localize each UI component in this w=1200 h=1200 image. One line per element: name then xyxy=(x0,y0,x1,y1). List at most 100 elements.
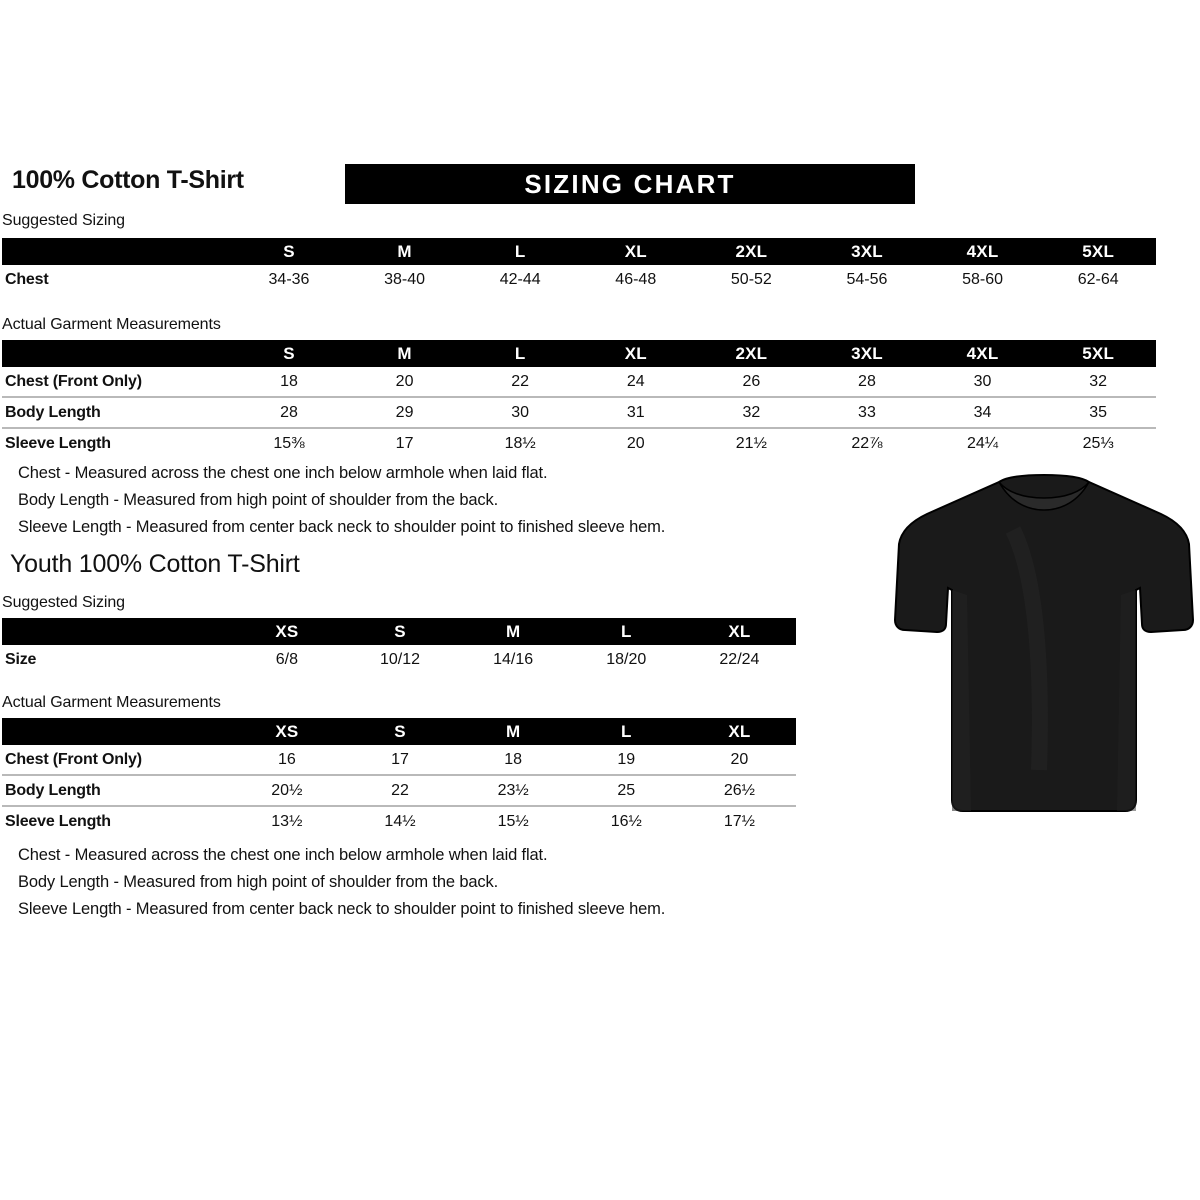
table-cell: 17 xyxy=(391,750,409,768)
table-cell: 14/16 xyxy=(493,650,534,668)
adult-actual-table: S M L XL 2XL 3XL 4XL 5XL Chest (Front On… xyxy=(2,340,1156,458)
youth-section-title: Youth 100% Cotton T-Shirt xyxy=(10,550,300,578)
column-header: S xyxy=(283,343,295,363)
table-cell: 26½ xyxy=(682,774,796,806)
note-line: Sleeve Length - Measured from center bac… xyxy=(18,518,666,536)
adult-measurement-notes: Chest - Measured across the chest one in… xyxy=(18,460,665,541)
table-header-row: XS S M L XL xyxy=(2,618,796,645)
column-header: L xyxy=(514,241,526,261)
table-cell: 20½ xyxy=(230,774,344,806)
table-cell: 21½ xyxy=(693,427,810,458)
column-header: XL xyxy=(624,343,647,363)
table-cell: 26 xyxy=(742,372,761,390)
sizing-chart-banner: SIZING CHART xyxy=(345,164,915,204)
column-header: 2XL xyxy=(735,343,768,363)
column-header-corner xyxy=(2,618,230,645)
table-cell: 16 xyxy=(277,750,296,768)
table-row: Body Length 20½ 22 23½ 25 26½ xyxy=(2,774,796,806)
row-label: Body Length xyxy=(2,774,231,806)
note-line: Body Length - Measured from high point o… xyxy=(18,491,499,509)
row-label: Size xyxy=(5,650,37,668)
table-header-row: XS S M L XL xyxy=(2,718,796,745)
column-header: XL xyxy=(624,241,647,261)
youth-suggested-table: XS S M L XL Size 6/8 10/12 14/16 18/20 2… xyxy=(2,618,796,674)
table-cell: 25⅓ xyxy=(1040,427,1156,458)
column-header: XL xyxy=(728,621,751,641)
table-cell: 20 xyxy=(577,427,694,458)
table-cell: 50-52 xyxy=(730,270,772,288)
table-cell: 22 xyxy=(343,774,457,806)
note-line: Body Length - Measured from high point o… xyxy=(18,873,499,891)
column-header-corner xyxy=(2,340,231,367)
table-cell: 30 xyxy=(462,396,578,428)
table-cell: 18/20 xyxy=(606,650,647,668)
table-cell: 25 xyxy=(569,774,683,806)
column-header: M xyxy=(397,343,412,363)
column-header: M xyxy=(505,721,521,741)
adult-suggested-table: S M L XL 2XL 3XL 4XL 5XL Chest 34-36 38-… xyxy=(2,238,1156,294)
column-header-corner xyxy=(2,238,231,265)
column-header: 5XL xyxy=(1082,241,1115,261)
table-header-row: S M L XL 2XL 3XL 4XL 5XL xyxy=(2,238,1156,265)
table-cell: 34-36 xyxy=(268,270,310,288)
table-row: Body Length 28 29 30 31 32 33 34 35 xyxy=(2,396,1156,428)
note-line: Chest - Measured across the chest one in… xyxy=(18,464,548,482)
row-label: Chest xyxy=(5,270,49,288)
column-header: XS xyxy=(275,721,299,741)
table-cell: 24 xyxy=(626,372,645,390)
adult-suggested-label: Suggested Sizing xyxy=(2,212,125,229)
note-line: Sleeve Length - Measured from center bac… xyxy=(18,900,666,918)
table-cell: 34 xyxy=(924,396,1041,428)
column-header: M xyxy=(505,621,521,641)
table-cell: 31 xyxy=(577,396,694,428)
row-label: Sleeve Length xyxy=(2,427,232,458)
table-cell: 58-60 xyxy=(962,270,1003,288)
table-cell: 54-56 xyxy=(846,270,888,288)
note-line: Chest - Measured across the chest one in… xyxy=(18,846,548,864)
table-cell: 32 xyxy=(693,396,810,428)
column-header: 5XL xyxy=(1082,343,1115,363)
table-row: Chest (Front Only) 16 17 18 19 20 xyxy=(2,745,796,775)
table-row: Chest 34-36 38-40 42-44 46-48 50-52 54-5… xyxy=(2,265,1156,294)
table-cell: 6/8 xyxy=(275,650,298,668)
column-header: S xyxy=(394,621,406,641)
table-header-row: S M L XL 2XL 3XL 4XL 5XL xyxy=(2,340,1156,367)
youth-measurement-notes: Chest - Measured across the chest one in… xyxy=(18,842,665,923)
table-cell: 22 xyxy=(511,372,530,390)
table-cell: 20 xyxy=(395,372,414,390)
table-cell: 17½ xyxy=(682,805,796,836)
table-row: Chest (Front Only) 18 20 22 24 26 28 30 … xyxy=(2,367,1156,397)
table-cell: 23½ xyxy=(456,774,570,806)
column-header: 3XL xyxy=(851,343,883,363)
table-cell: 19 xyxy=(617,750,636,768)
table-cell: 15⅜ xyxy=(231,427,347,458)
youth-actual-table: XS S M L XL Chest (Front Only) 16 17 18 … xyxy=(2,718,796,836)
table-row: Sleeve Length 13½ 14½ 15½ 16½ 17½ xyxy=(2,805,796,836)
column-header: L xyxy=(620,621,632,641)
tshirt-illustration xyxy=(893,470,1195,815)
table-cell: 18 xyxy=(280,372,298,390)
table-cell: 38-40 xyxy=(384,270,426,288)
table-cell: 28 xyxy=(231,396,347,428)
table-cell: 17 xyxy=(346,427,463,458)
adult-section-title: 100% Cotton T-Shirt xyxy=(12,166,244,194)
table-cell: 32 xyxy=(1089,372,1108,390)
youth-actual-label: Actual Garment Measurements xyxy=(2,694,221,711)
table-cell: 42-44 xyxy=(499,270,541,288)
table-row: Sleeve Length 15⅜ 17 18½ 20 21½ 22⅞ 24¼ … xyxy=(2,427,1156,458)
column-header: S xyxy=(283,241,295,261)
column-header: L xyxy=(514,343,526,363)
row-label: Chest (Front Only) xyxy=(5,750,142,768)
table-cell: 10/12 xyxy=(379,650,421,668)
table-cell: 16½ xyxy=(569,805,683,836)
row-label: Sleeve Length xyxy=(2,805,231,836)
table-cell: 24¼ xyxy=(924,427,1041,458)
column-header: 4XL xyxy=(966,343,999,363)
row-label: Body Length xyxy=(2,396,232,428)
table-cell: 22/24 xyxy=(719,650,760,668)
column-header: M xyxy=(397,241,412,261)
table-cell: 33 xyxy=(809,396,925,428)
table-cell: 18½ xyxy=(462,427,578,458)
column-header: L xyxy=(620,721,632,741)
